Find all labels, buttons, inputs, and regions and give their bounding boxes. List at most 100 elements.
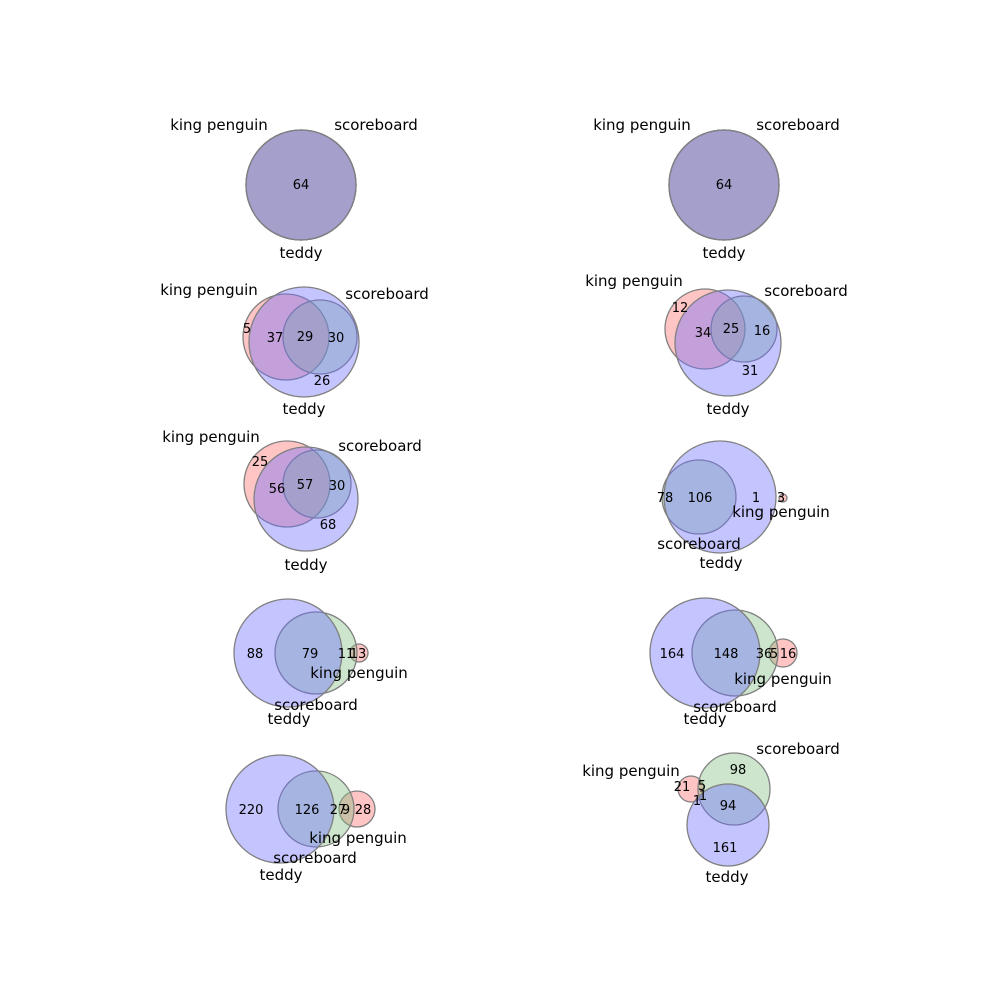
region-count: 5 [243, 322, 251, 337]
venn-panel-p2: king penguin scoreboard teddy 64 [593, 116, 840, 262]
region-count: 164 [660, 647, 685, 662]
venn-panel-p10: king penguin scoreboard teddy 98 21 511 94 161 [582, 740, 840, 886]
venn-circle-teddy [686, 783, 770, 867]
region-count: 27 [330, 803, 347, 818]
region-count: 28 [355, 803, 372, 818]
venn-circle-teddy [225, 754, 335, 864]
venn-circle-scoreboard [282, 449, 352, 519]
venn-circle-scoreboard [691, 609, 779, 697]
set-label-king-penguin: king penguin [585, 272, 683, 290]
venn-panel-p1: king penguin scoreboard teddy 64 [170, 116, 418, 262]
region-count: 25 [252, 455, 269, 470]
venn-circle-scoreboard [710, 295, 778, 363]
region-count: 98 [730, 763, 747, 778]
set-label-scoreboard: scoreboard [693, 698, 777, 716]
region-count: 88 [247, 647, 264, 662]
set-label-king-penguin: king penguin [732, 503, 830, 521]
set-label-scoreboard: scoreboard [756, 740, 840, 758]
venn-circle-king-penguin [664, 288, 746, 370]
venn-circle-teddy [674, 289, 782, 397]
set-label-teddy: teddy [702, 244, 745, 262]
region-count: 9 [342, 803, 350, 818]
region-count: 1 [699, 789, 707, 804]
venn-circle-king-penguin [243, 440, 331, 528]
region-count: 34 [695, 326, 712, 341]
region-count: 106 [688, 491, 713, 506]
region-count: 30 [328, 331, 345, 346]
region-count: 57 [297, 478, 314, 493]
venn-circle-teddy [663, 440, 777, 554]
region-count: 64 [293, 178, 310, 193]
venn-circle-scoreboard [274, 611, 358, 695]
set-label-king-penguin: king penguin [309, 829, 407, 847]
set-label-teddy: teddy [699, 554, 742, 572]
set-label-king-penguin: king penguin [734, 670, 832, 688]
set-label-king-penguin: king penguin [310, 664, 408, 682]
region-count: 3 [777, 491, 785, 506]
venn-circle-scoreboard [277, 770, 355, 848]
region-count: 16 [754, 324, 771, 339]
region-count: 16 [780, 647, 797, 662]
set-label-scoreboard: scoreboard [274, 696, 358, 714]
set-label-king-penguin: king penguin [160, 281, 258, 299]
region-count: 13 [350, 647, 367, 662]
set-label-teddy: teddy [683, 710, 726, 728]
venn-circle-teddy [245, 129, 357, 241]
region-count: 126 [295, 803, 320, 818]
set-label-king-penguin: king penguin [582, 762, 680, 780]
region-count: 79 [302, 647, 319, 662]
venn-circle-teddy [668, 129, 780, 241]
set-label-teddy: teddy [282, 400, 325, 418]
region-count: 78 [657, 491, 674, 506]
venn-circle-scoreboard [661, 459, 737, 535]
set-label-teddy: teddy [284, 556, 327, 574]
region-count: 29 [297, 330, 314, 345]
set-label-scoreboard: scoreboard [345, 285, 429, 303]
region-count: 36 [756, 647, 773, 662]
region-count: 64 [716, 178, 733, 193]
set-label-teddy: teddy [706, 400, 749, 418]
set-label-scoreboard: scoreboard [657, 535, 741, 553]
set-label-teddy: teddy [705, 868, 748, 886]
venn-circle-king-penguin [778, 493, 788, 503]
venn-circle-teddy [248, 286, 360, 398]
venn-circle-king-penguin [242, 293, 330, 381]
region-count: 161 [713, 841, 738, 856]
set-label-king-penguin: king penguin [162, 428, 260, 446]
set-label-scoreboard: scoreboard [273, 849, 357, 867]
venn-circle-teddy [649, 597, 761, 709]
venn-circle-scoreboard [282, 299, 358, 375]
region-count: 94 [720, 799, 737, 814]
region-count: 68 [320, 518, 337, 533]
venn-panel-p3: king penguin scoreboard teddy 5 37 29 30 26 [160, 281, 429, 418]
region-count: 11 [338, 647, 355, 662]
region-count: 5 [698, 779, 706, 794]
venn-circle-king-penguin [349, 643, 369, 663]
set-label-scoreboard: scoreboard [756, 116, 840, 134]
region-count: 148 [714, 647, 739, 662]
set-label-teddy: teddy [279, 244, 322, 262]
region-count: 30 [329, 479, 346, 494]
region-count: 21 [674, 780, 691, 795]
region-count: 1 [752, 491, 760, 506]
venn-circle-king-penguin [768, 638, 798, 668]
venn-circle-scoreboard [697, 752, 771, 826]
region-count: 56 [269, 482, 286, 497]
region-count: 1 [693, 794, 701, 809]
region-count: 25 [723, 322, 740, 337]
region-count: 12 [672, 301, 689, 316]
region-count: 26 [314, 374, 331, 389]
set-label-teddy: teddy [267, 710, 310, 728]
set-label-scoreboard: scoreboard [334, 116, 418, 134]
region-count: 37 [267, 331, 284, 346]
set-label-teddy: teddy [259, 866, 302, 884]
set-label-scoreboard: scoreboard [764, 282, 848, 300]
venn-circle-king-penguin [338, 790, 376, 828]
venn-circle-king-penguin [677, 775, 705, 803]
set-label-king-penguin: king penguin [170, 116, 268, 134]
